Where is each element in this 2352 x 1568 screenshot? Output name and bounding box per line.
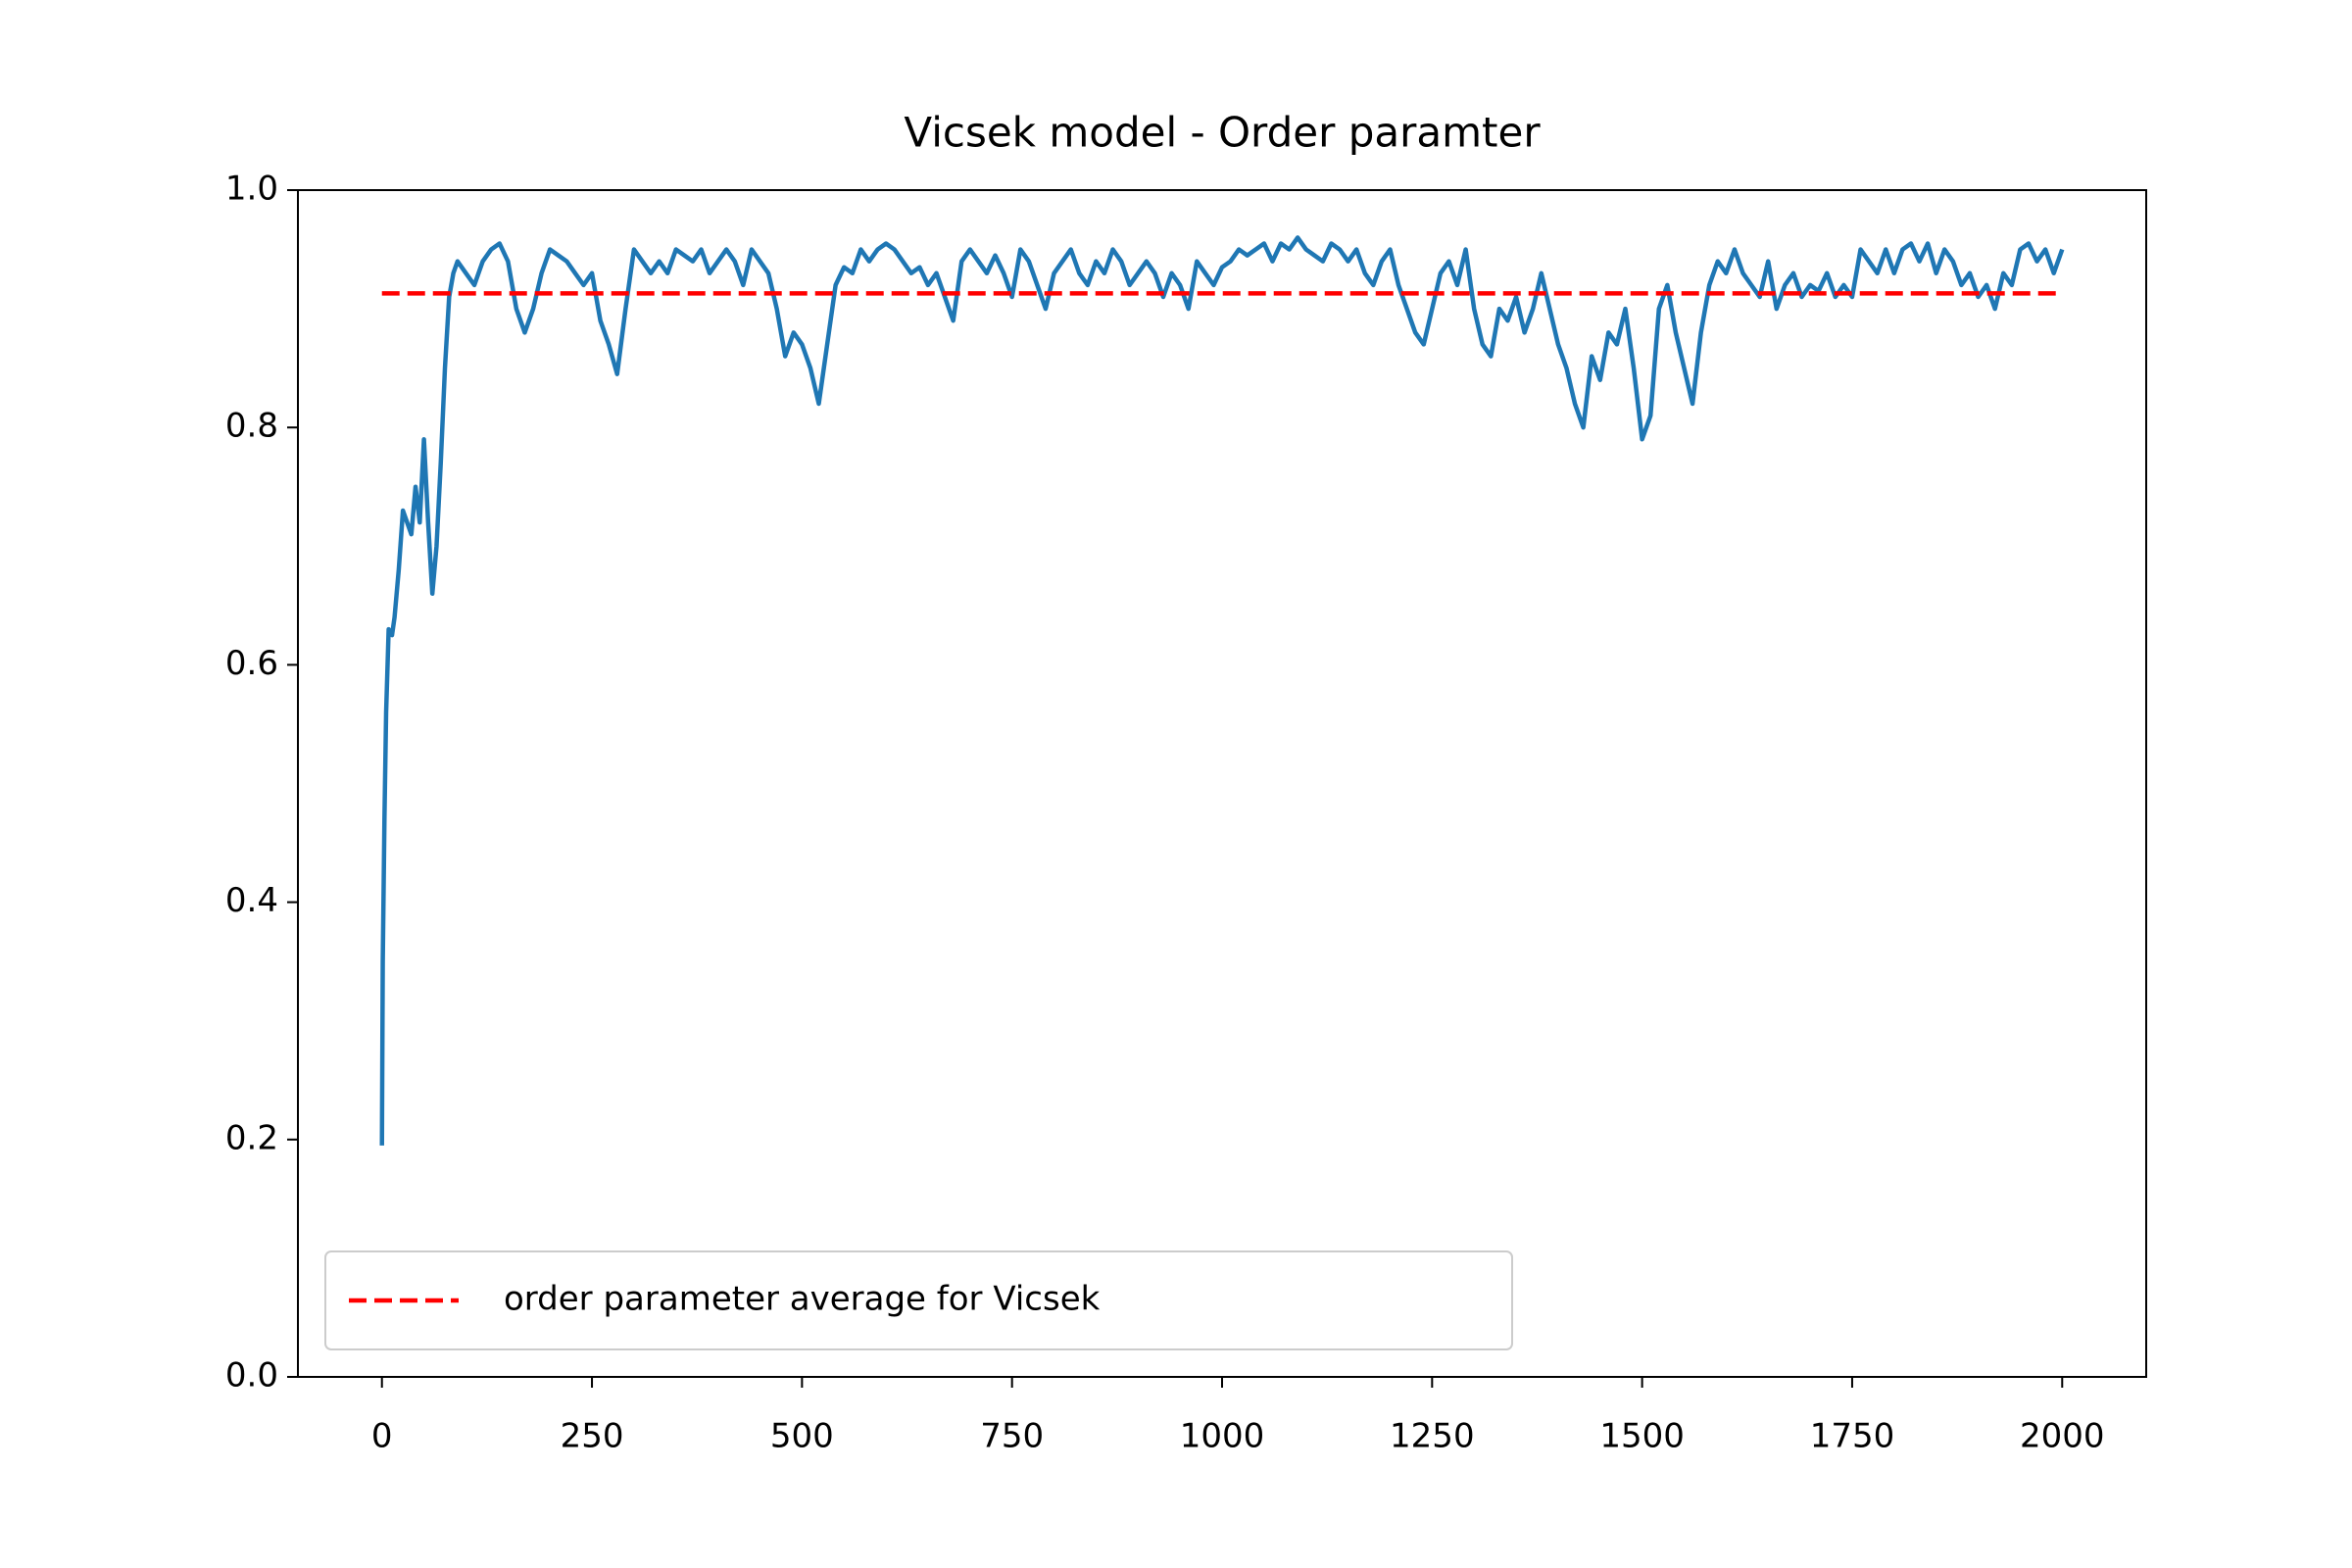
x-tick-label: 1000 (1180, 1417, 1265, 1456)
x-tick-label: 750 (980, 1417, 1044, 1456)
legend-box (324, 1250, 1513, 1350)
x-tick-label: 500 (770, 1417, 834, 1456)
x-tick-label: 0 (371, 1417, 393, 1456)
y-tick-label: 0.4 (225, 881, 278, 920)
chart-title: Vicsek model - Order paramter (904, 109, 1541, 157)
y-tick-label: 0.8 (225, 407, 278, 446)
x-tick-label: 1250 (1390, 1417, 1475, 1456)
y-tick-label: 1.0 (225, 170, 278, 209)
y-tick-label: 0.6 (225, 644, 278, 683)
y-tick-label: 0.2 (225, 1118, 278, 1157)
legend-label: order parameter average for Vicsek (504, 1280, 1101, 1319)
x-tick-label: 250 (561, 1417, 624, 1456)
x-tick-label: 2000 (2020, 1417, 2105, 1456)
x-tick-label: 1750 (1810, 1417, 1895, 1456)
x-tick-label: 1500 (1599, 1417, 1685, 1456)
plot-frame (297, 189, 2147, 1378)
y-tick-label: 0.0 (225, 1356, 278, 1396)
series-line (379, 235, 2065, 1146)
